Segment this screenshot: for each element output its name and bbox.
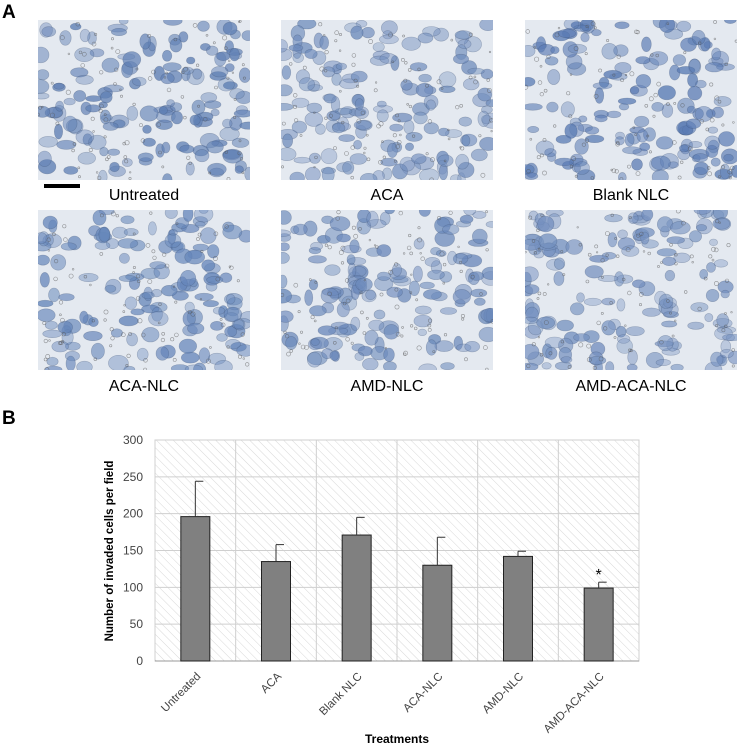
panel-b-letter: B	[2, 408, 16, 429]
bar	[422, 564, 453, 662]
y-tick-label: 0	[136, 654, 143, 668]
bar	[583, 587, 614, 662]
micrograph-amd-nlc	[281, 210, 493, 370]
micrograph-label-amd-aca-nlc: AMD-ACA-NLC	[575, 378, 687, 395]
y-tick-label: 300	[123, 433, 143, 447]
y-tick-label: 50	[130, 617, 144, 631]
bar-chart: * 0 50 100 150 200 250 300 Untreated ACA Blank N…	[104, 433, 640, 746]
y-tick-label: 200	[123, 507, 143, 521]
micrograph-label-aca: ACA	[370, 187, 404, 204]
micrograph-texture	[38, 210, 250, 370]
micrograph-amd-aca-nlc	[525, 210, 737, 370]
x-tick-label: ACA	[259, 670, 284, 695]
y-tick-label: 100	[123, 580, 143, 594]
significance-marker: *	[596, 567, 602, 584]
x-tick-label: ACA-NLC	[401, 671, 445, 715]
micrograph-aca	[281, 20, 493, 180]
micrograph-aca-nlc	[38, 210, 250, 370]
y-axis-label: Number of invaded cells per field	[104, 461, 116, 642]
micrograph-label-blank-nlc: Blank NLC	[592, 187, 670, 204]
micrograph-label-amd-nlc: AMD-NLC	[350, 378, 424, 395]
micrograph-texture	[281, 210, 493, 370]
micrograph-label-untreated: Untreated	[108, 187, 180, 204]
micrograph-texture	[525, 20, 737, 180]
scale-bar	[44, 184, 80, 188]
x-tick-label: Untreated	[159, 671, 203, 715]
y-tick-label: 250	[123, 470, 143, 484]
bar	[180, 516, 211, 662]
y-tick-label: 150	[123, 544, 143, 558]
panel-a-letter: A	[2, 2, 16, 23]
micrograph-label-aca-nlc: ACA-NLC	[108, 378, 180, 395]
micrograph-blank-nlc	[525, 20, 737, 180]
micrograph-texture	[281, 20, 493, 180]
bar	[341, 534, 372, 662]
x-axis-label: Treatments	[365, 732, 429, 746]
x-tick-label: AMD-NLC	[481, 671, 527, 717]
x-tick-label: Blank NLC	[317, 671, 364, 718]
micrograph-texture	[525, 210, 737, 370]
bar	[503, 555, 533, 662]
micrograph-texture	[38, 20, 250, 180]
bar	[261, 561, 291, 662]
micrograph-untreated	[38, 20, 250, 180]
x-tick-label: AMD-ACA-NLC	[542, 671, 607, 736]
